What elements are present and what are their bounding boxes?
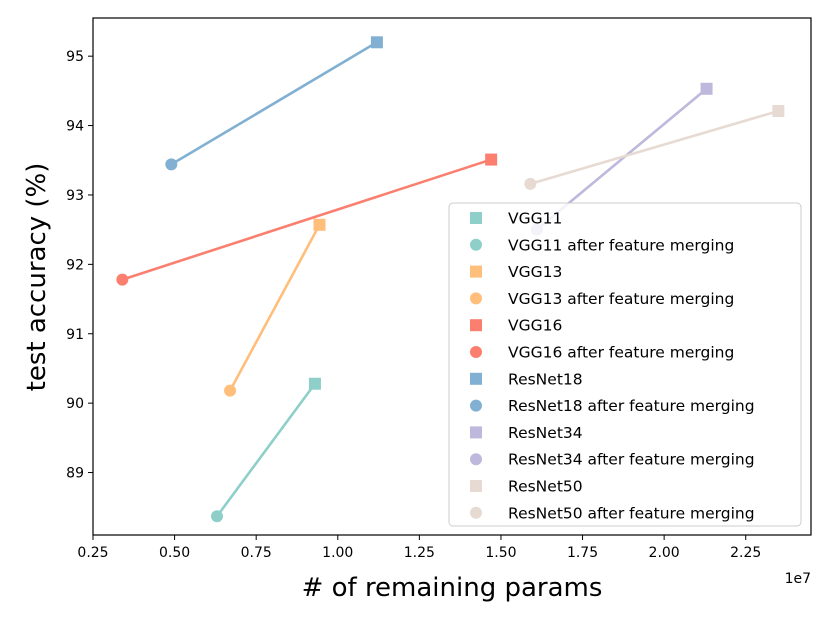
- y-tick-label: 89: [66, 466, 84, 482]
- resnet18-original-point: [370, 36, 383, 49]
- resnet50-original-point: [772, 104, 785, 117]
- y-tick-label: 95: [66, 49, 84, 65]
- y-tick-label: 91: [66, 327, 84, 343]
- resnet50-merged-legend-circle: [470, 506, 482, 519]
- vgg13-merged-legend-label: VGG13 after feature merging: [508, 290, 734, 308]
- vgg13-merged-point: [224, 384, 237, 397]
- legend: VGG11 VGG11 after feature merging VGG13 VGG…: [448, 202, 802, 527]
- vgg13-legend-square: [470, 265, 482, 278]
- vgg11-legend-label: VGG11: [508, 210, 562, 228]
- resnet18-merged-point: [165, 158, 178, 171]
- vgg11-merged-legend-label: VGG11 after feature merging: [508, 236, 734, 254]
- resnet18-legend-label: ResNet18: [508, 370, 583, 388]
- resnet34-original-point: [700, 82, 713, 95]
- vgg11-legend-square: [470, 212, 482, 224]
- vgg13-merged-legend-circle: [470, 292, 482, 305]
- resnet50-legend-square: [470, 480, 482, 492]
- resnet18-legend-square: [470, 372, 482, 385]
- resnet34-legend-square: [470, 426, 482, 439]
- resnet18-line: [170, 41, 378, 166]
- vgg16-line: [121, 158, 492, 281]
- resnet50-merged-point: [524, 177, 537, 190]
- y-tick-label: 92: [66, 257, 84, 273]
- vgg11-merged-legend-circle: [470, 238, 482, 251]
- legend-box: [448, 202, 802, 527]
- resnet18-merged-legend-label: ResNet18 after feature merging: [508, 397, 755, 415]
- y-axis-title: test accuracy (%): [22, 163, 52, 392]
- x-tick-label: 1.25: [404, 545, 435, 561]
- y-tick-label: 94: [66, 119, 84, 135]
- vgg13-original-point: [313, 218, 326, 231]
- vgg11-original-point: [308, 377, 321, 390]
- vgg16-merged-legend-circle: [470, 346, 482, 358]
- y-tick-label: 90: [66, 396, 84, 412]
- resnet18-merged-legend-circle: [470, 399, 482, 412]
- x-tick-label: 1.00: [322, 545, 353, 561]
- vgg16-legend-square: [470, 319, 482, 332]
- x-tick-label: 1.75: [567, 545, 598, 561]
- vgg13-legend-label: VGG13: [508, 263, 562, 281]
- x-tick-label: 0.50: [159, 545, 190, 561]
- vgg11-merged-point: [211, 510, 224, 523]
- x-tick-label: 1.50: [485, 545, 516, 561]
- resnet50-line: [529, 109, 779, 186]
- resnet34-legend-label: ResNet34: [508, 424, 583, 442]
- vgg16-merged-legend-label: VGG16 after feature merging: [508, 344, 734, 362]
- y-tick-label: 93: [66, 188, 84, 204]
- axes-frame: [92, 17, 812, 536]
- vgg16-original-point: [485, 153, 498, 166]
- x-offset-label: 1e7: [785, 571, 811, 587]
- x-tick-label: 2.25: [730, 545, 761, 561]
- resnet50-merged-legend-label: ResNet50 after feature merging: [508, 504, 755, 522]
- resnet34-merged-legend-circle: [470, 453, 482, 466]
- vgg11-line: [215, 382, 316, 518]
- ticks-layer: 0.25 0.50 0.75 1.00 1.25 1.50 1.75 2.00 2.25 89 90…: [66, 49, 761, 561]
- vgg16-legend-label: VGG16: [508, 317, 562, 335]
- resnet34-merged-legend-label: ResNet34 after feature merging: [508, 451, 755, 469]
- vgg13-line: [228, 224, 321, 392]
- x-axis-title: # of remaining params: [302, 573, 603, 603]
- resnet50-legend-label: ResNet50: [508, 478, 583, 496]
- x-tick-label: 0.75: [241, 545, 272, 561]
- x-tick-label: 0.25: [77, 545, 108, 561]
- x-tick-label: 2.00: [649, 545, 680, 561]
- vgg16-merged-point: [116, 273, 129, 286]
